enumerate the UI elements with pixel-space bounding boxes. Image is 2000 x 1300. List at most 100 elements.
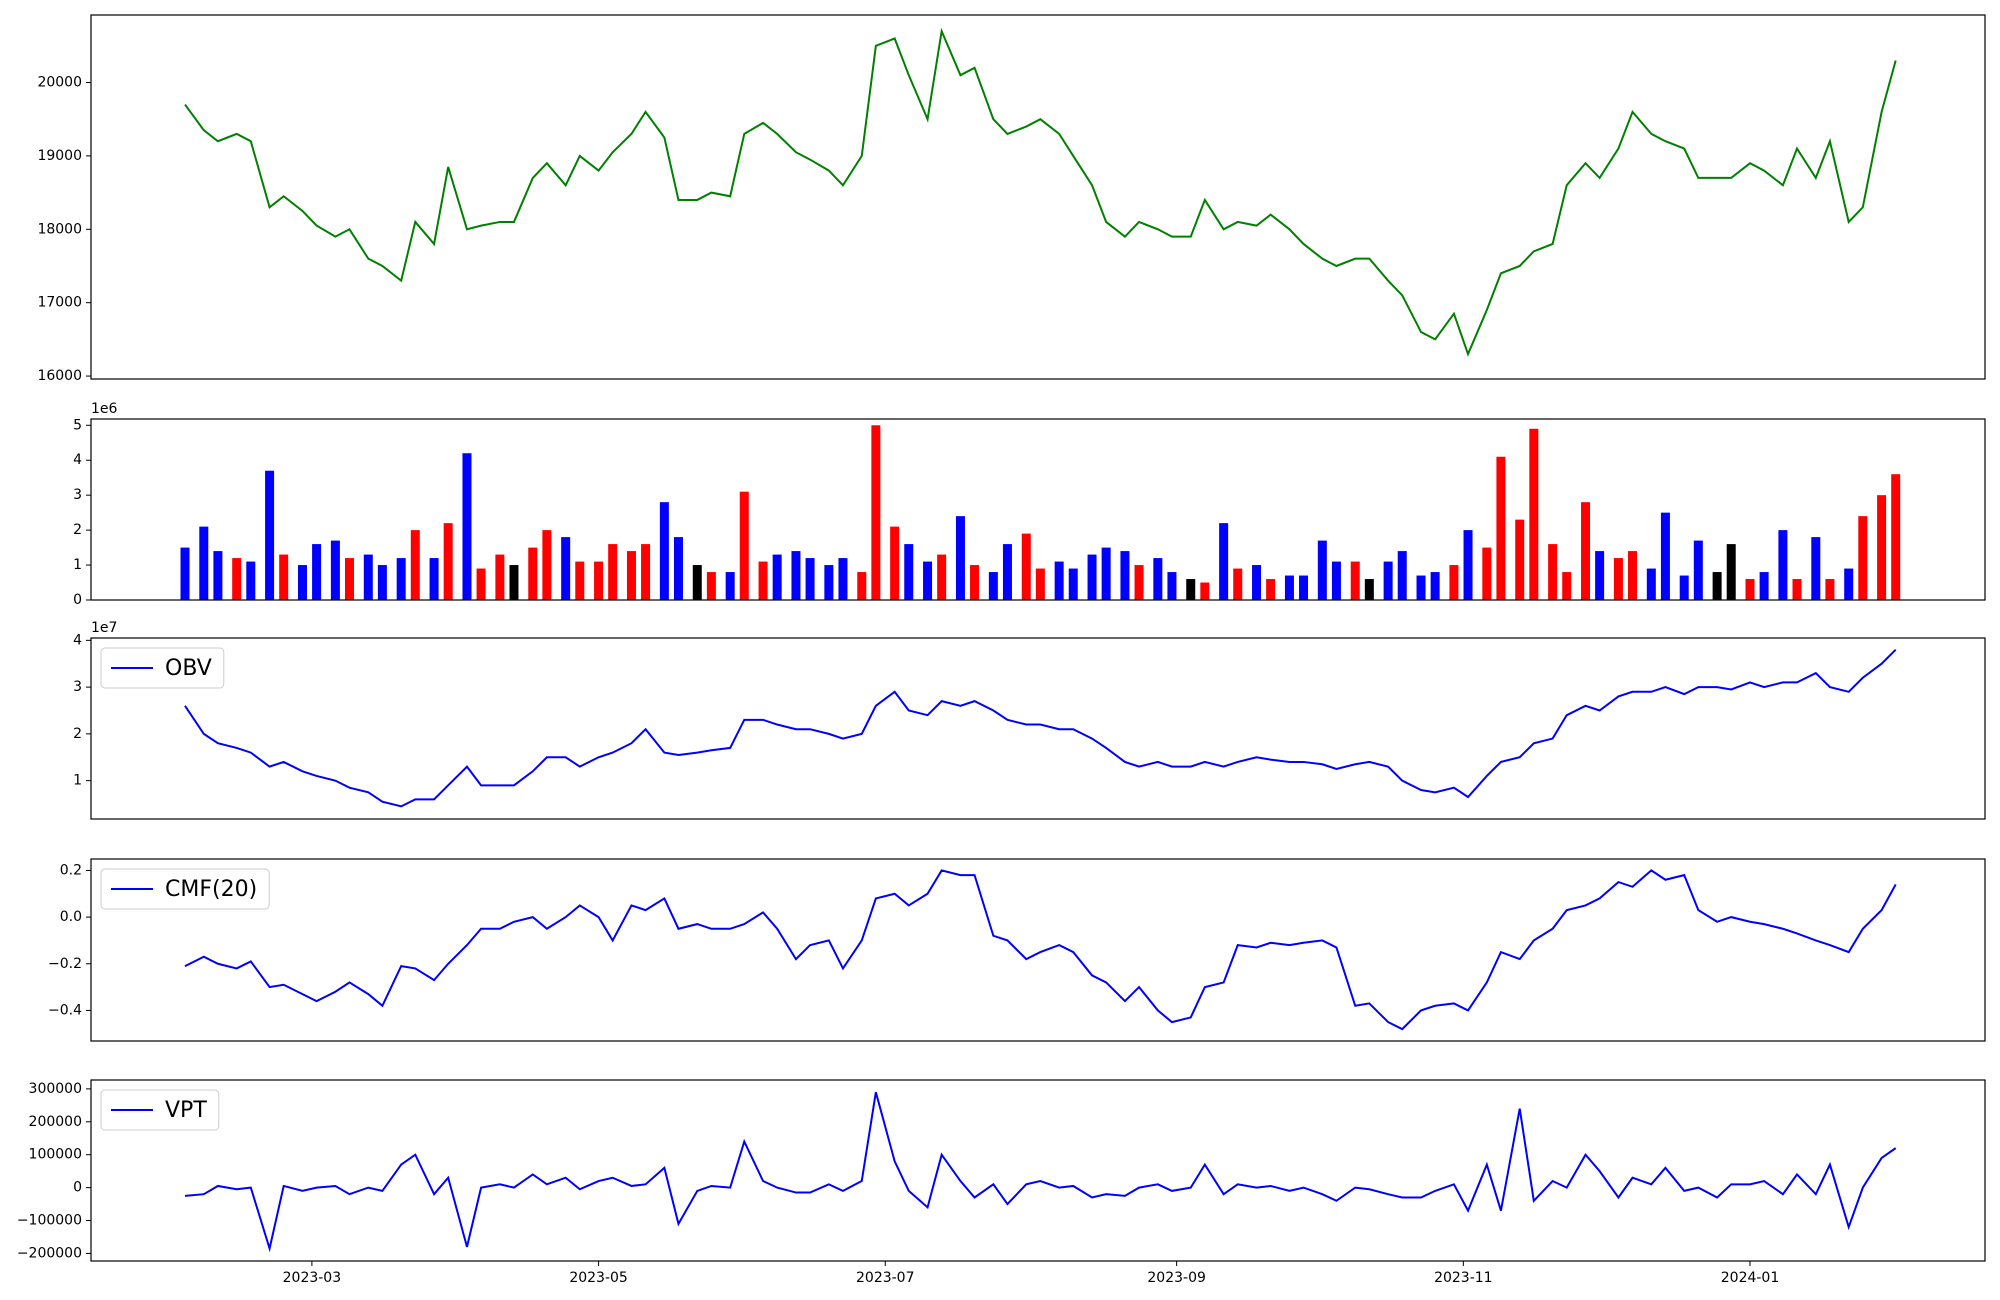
volume-bar <box>772 554 782 600</box>
volume-bar <box>1628 551 1638 600</box>
volume-bar <box>1792 579 1802 600</box>
plot-frame <box>90 858 1986 1042</box>
volume-bar <box>180 547 190 600</box>
volume-bar <box>923 561 933 600</box>
volume-bar <box>1482 547 1492 600</box>
y-tick-label: 17000 <box>37 295 82 311</box>
volume-bar <box>443 523 453 600</box>
line <box>184 27 1897 357</box>
volume-bar <box>377 565 387 600</box>
volume-bar <box>692 565 702 600</box>
volume-bar <box>232 558 242 600</box>
y-tick-label: 18000 <box>37 221 82 237</box>
volume-bar <box>706 572 716 600</box>
plot-frame <box>90 14 1986 380</box>
volume-bar <box>575 561 585 600</box>
volume-bar <box>955 516 965 600</box>
volume-bar <box>1035 568 1045 600</box>
y-tick-label: 2 <box>73 726 82 742</box>
volume-bar <box>1515 519 1525 600</box>
volume-bar <box>1463 530 1473 600</box>
volume-bar <box>1101 547 1111 600</box>
volume-bar <box>1364 579 1374 600</box>
y-tick-label: 200000 <box>29 1114 82 1130</box>
y-tick-label: 16000 <box>37 368 82 384</box>
volume-bar <box>890 526 900 600</box>
volume-bar <box>1350 561 1360 600</box>
volume-bar <box>363 554 373 600</box>
y-tick-label: 0.0 <box>60 909 82 925</box>
volume-bar <box>1153 558 1163 600</box>
volume-bar <box>1416 575 1426 600</box>
y-tick-label: 1 <box>73 557 82 573</box>
volume-bar <box>213 551 223 600</box>
volume-bar <box>838 558 848 600</box>
volume-bar <box>1660 512 1670 600</box>
volume-bar <box>626 551 636 600</box>
volume-bar <box>1167 572 1177 600</box>
volume-bar <box>805 558 815 600</box>
plot-frame <box>90 418 1986 601</box>
volume-bar <box>871 425 881 600</box>
y-tick-label: 0.2 <box>60 862 82 878</box>
legend-box <box>100 647 225 689</box>
volume-bar <box>1581 502 1591 600</box>
volume-bar <box>1430 572 1440 600</box>
volume-bar <box>1021 533 1031 600</box>
volume-bar <box>1383 561 1393 600</box>
x-tick-label: 2023-07 <box>856 1270 915 1286</box>
y-tick-label: 0 <box>73 592 82 608</box>
volume-bar <box>297 565 307 600</box>
plot-frame <box>90 637 1986 820</box>
volume-bar <box>673 537 683 600</box>
x-tick-label: 2024-01 <box>1721 1270 1780 1286</box>
volume-bar <box>265 470 275 600</box>
y-tick-label: −100000 <box>17 1213 82 1229</box>
volume-bar <box>1529 428 1539 600</box>
x-tick-label: 2023-09 <box>1147 1270 1206 1286</box>
volume-bar <box>1266 579 1276 600</box>
volume-bar <box>344 558 354 600</box>
volume-bar <box>312 544 322 600</box>
volume-bar <box>1858 516 1868 600</box>
volume-bar <box>1219 523 1229 600</box>
volume-bar <box>1825 579 1835 600</box>
volume-bar <box>1120 551 1130 600</box>
volume-bar <box>1891 474 1901 600</box>
volume-bar <box>1778 530 1788 600</box>
legend-label: CMF(20) <box>165 877 257 902</box>
volume-bar <box>1449 565 1459 600</box>
y-tick-label: 4 <box>73 452 82 468</box>
axis-offset-text: 1e6 <box>91 401 118 417</box>
volume-bar <box>1134 565 1144 600</box>
x-tick-label: 2023-05 <box>569 1270 628 1286</box>
volume-bar <box>410 530 420 600</box>
volume-bar <box>970 565 980 600</box>
volume-bar <box>1054 561 1064 600</box>
volume-bar <box>509 565 519 600</box>
y-tick-label: 5 <box>73 417 82 433</box>
y-tick-label: −0.2 <box>48 956 82 972</box>
y-tick-label: 20000 <box>37 75 82 91</box>
volume-bar <box>659 502 669 600</box>
volume-bar <box>1317 540 1327 600</box>
volume-bar <box>1613 558 1623 600</box>
volume-bar <box>1811 537 1821 600</box>
legend-box <box>100 1089 220 1131</box>
volume-bar <box>246 561 256 600</box>
volume-bar <box>791 551 801 600</box>
volume-bar <box>758 561 768 600</box>
volume-bar <box>1331 561 1341 600</box>
volume-bar <box>1759 572 1769 600</box>
y-tick-label: 300000 <box>29 1081 82 1097</box>
line <box>184 648 1897 808</box>
volume-bar <box>937 554 947 600</box>
y-tick-label: 3 <box>73 487 82 503</box>
volume-bar <box>429 558 439 600</box>
volume-bar <box>462 453 472 600</box>
volume-bar <box>396 558 406 600</box>
volume-bar <box>476 568 486 600</box>
volume-bar <box>1252 565 1262 600</box>
volume-bar <box>857 572 867 600</box>
